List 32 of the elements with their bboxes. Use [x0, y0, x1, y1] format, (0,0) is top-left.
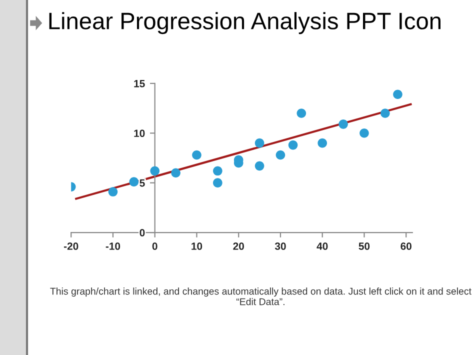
point — [213, 178, 222, 188]
point — [108, 187, 118, 196]
point — [150, 166, 160, 176]
point — [254, 161, 264, 171]
point — [129, 177, 139, 186]
point — [393, 90, 402, 100]
x-tick-label: 10 — [192, 242, 202, 250]
point — [318, 138, 328, 148]
point — [360, 128, 369, 138]
y-tick-label: 10 — [134, 130, 145, 137]
y-tick-label: 15 — [134, 80, 145, 88]
x-tick-label: -20 — [64, 242, 78, 250]
point — [276, 150, 286, 160]
x-tick-label: 0 — [152, 242, 158, 250]
x-tick-label: 40 — [316, 242, 328, 250]
x-tick-label: 30 — [274, 242, 286, 250]
x-tick-label: -10 — [106, 242, 120, 250]
point — [288, 140, 298, 150]
y-tick-label: 5 — [140, 179, 145, 187]
x-tick-label: 50 — [358, 242, 370, 250]
text: This graph/chart is linked, and changes automatically based on data. Just left click on it and select “Edit Data”. — [50, 288, 472, 306]
y-tick-label: 0 — [140, 229, 145, 236]
point — [338, 120, 348, 129]
chart-title: Linear Progression Analysis PPT Icon — [49, 12, 440, 34]
point — [254, 138, 264, 148]
point — [380, 108, 390, 118]
point — [192, 150, 202, 160]
x-tick-label: 60 — [400, 242, 412, 250]
point — [213, 166, 222, 176]
x-tick-label: 20 — [233, 242, 244, 250]
point — [296, 108, 306, 118]
point — [171, 168, 180, 178]
